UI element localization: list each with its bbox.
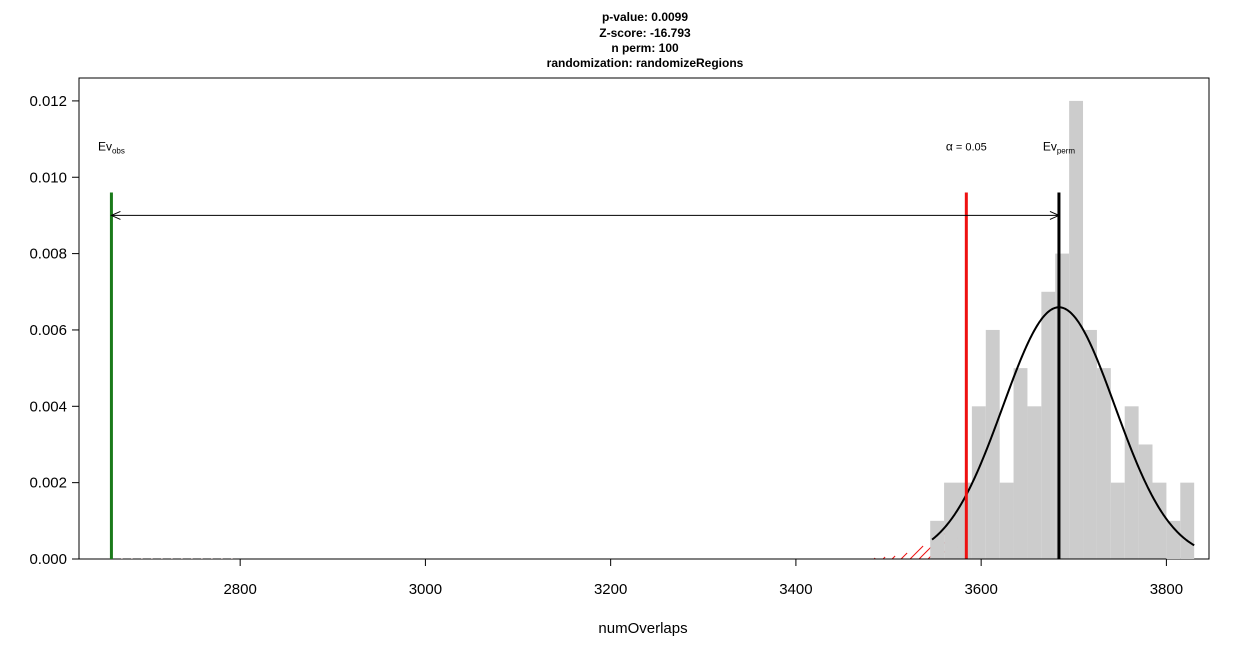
histogram-bar xyxy=(1027,406,1042,559)
x-axis-title: numOverlaps xyxy=(598,620,687,637)
histogram-bar xyxy=(1138,444,1153,559)
hatch-line xyxy=(909,545,924,559)
y-axis: 0.000 0.002 0.004 0.006 0.008 0.010 0.012 xyxy=(29,93,80,568)
histogram-bar xyxy=(1096,368,1111,559)
arrow-head-left xyxy=(110,210,121,220)
distance-arrow xyxy=(110,210,1061,220)
x-axis: 2800 3000 3200 3400 3600 3800 xyxy=(223,558,1183,598)
title-line-pvalue: p-value: 0.0099 xyxy=(602,10,688,24)
x-tick-label: 3200 xyxy=(594,581,627,598)
x-tick-label: 3400 xyxy=(779,581,812,598)
title-line-randomization: randomization: randomizeRegions xyxy=(547,56,744,70)
histogram-bar xyxy=(1083,329,1097,559)
histogram-bar xyxy=(1124,406,1139,559)
normal-density-curve xyxy=(931,306,1195,547)
ev-perm-label: Evperm xyxy=(1043,140,1076,156)
normal-curve-layer xyxy=(931,306,1195,547)
histogram-bar xyxy=(1055,253,1070,559)
histogram-bar xyxy=(1069,100,1084,560)
histogram-bars xyxy=(930,100,1195,560)
x-tick-label: 3800 xyxy=(1150,581,1183,598)
alpha-hatch-region xyxy=(111,511,967,559)
histogram-bar xyxy=(985,329,1000,559)
histogram-bar xyxy=(1041,291,1056,559)
y-tick-label: 0.002 xyxy=(29,475,67,492)
arrow-head-right xyxy=(1049,210,1061,220)
y-tick-label: 0.008 xyxy=(29,246,67,263)
histogram-bar xyxy=(1180,482,1195,559)
histogram-bar xyxy=(999,482,1014,559)
hatch-line xyxy=(900,552,908,559)
histogram-bar xyxy=(930,520,945,559)
ev-obs-label: Evobs xyxy=(98,140,125,156)
alpha-label: α = 0.05 xyxy=(946,140,987,154)
x-tick-label: 2800 xyxy=(223,581,256,598)
title-line-zscore: Z-score: -16.793 xyxy=(599,26,691,40)
histogram-bar xyxy=(1013,368,1028,559)
y-tick-label: 0.000 xyxy=(29,551,67,568)
histogram-bar xyxy=(971,406,986,559)
marker-lines xyxy=(109,192,1061,559)
histogram-bar xyxy=(1110,482,1125,559)
y-tick-label: 0.010 xyxy=(29,169,67,186)
y-tick-label: 0.004 xyxy=(29,398,67,415)
title-line-nperm: n perm: 100 xyxy=(611,41,679,55)
histogram-bar xyxy=(1152,482,1167,559)
y-tick-label: 0.012 xyxy=(29,93,67,110)
x-tick-label: 3000 xyxy=(409,581,442,598)
x-tick-label: 3600 xyxy=(964,581,997,598)
y-tick-label: 0.006 xyxy=(29,322,67,339)
